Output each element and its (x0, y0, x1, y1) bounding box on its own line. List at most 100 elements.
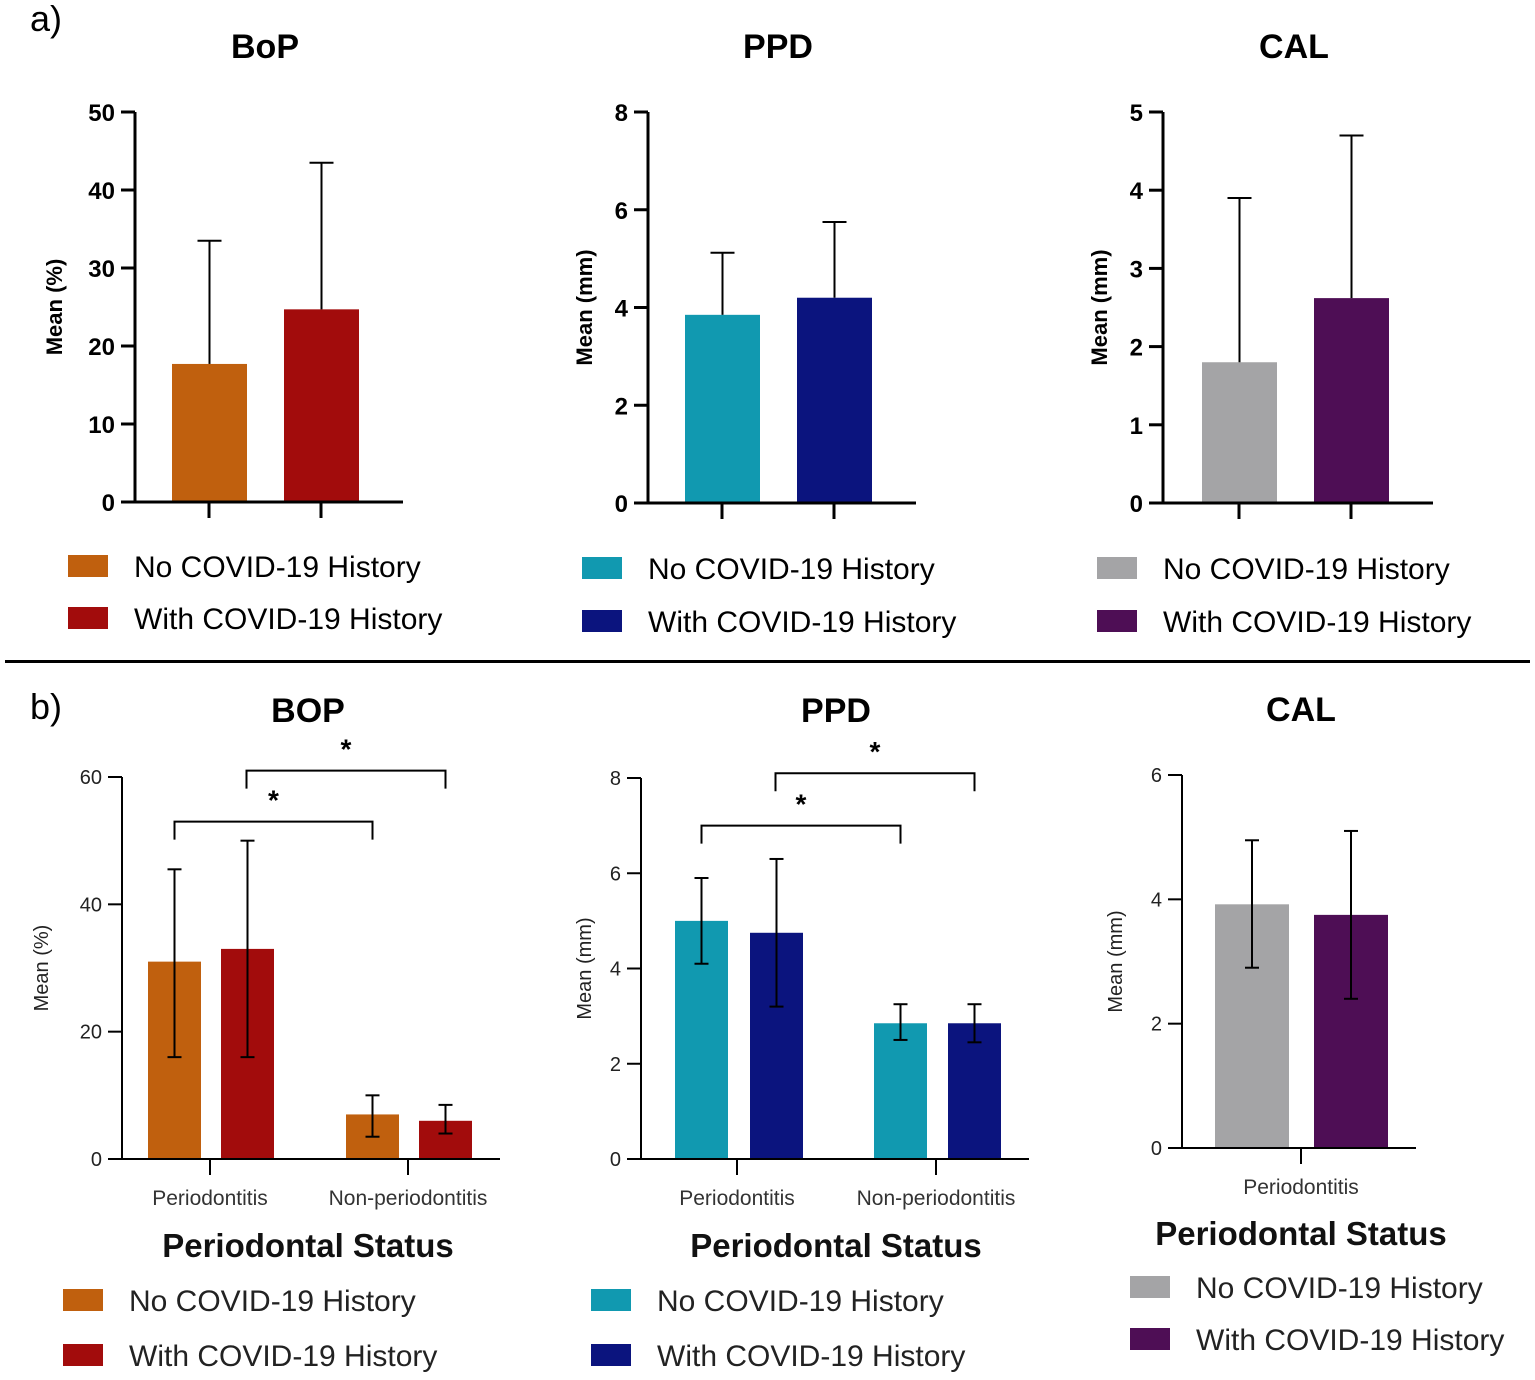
legend-swatch (63, 1289, 103, 1311)
legend-label: With COVID-19 History (1163, 606, 1471, 639)
y-tick-label: 0 (610, 1149, 621, 1171)
significance-bracket (245, 769, 447, 789)
legend-swatch (582, 610, 622, 632)
y-tick-label: 4 (1130, 178, 1144, 205)
y-tick-label: 60 (80, 767, 102, 789)
y-tick-label: 4 (1151, 889, 1162, 911)
bar (685, 314, 760, 503)
legend-label: No COVID-19 History (134, 551, 421, 584)
x-tick-label: Periodontitis (1243, 1176, 1359, 1199)
y-axis-label: Mean (%) (42, 259, 67, 356)
y-tick-label: 0 (615, 491, 628, 518)
x-tick-label: Periodontitis (152, 1187, 268, 1210)
y-tick-label: 40 (80, 894, 102, 916)
significance-marker: * (268, 785, 279, 816)
legend-swatch (68, 607, 108, 629)
legend-swatch (1130, 1276, 1170, 1298)
y-axis-label: Mean (mm) (1105, 910, 1127, 1012)
y-tick-label: 4 (615, 296, 629, 323)
chart-a-ppd: PPD Mean (mm) 0 2 4 6 8 No COVID-19 History With… (572, 28, 956, 639)
chart-title: BOP (271, 692, 345, 730)
y-tick-label: 5 (1130, 100, 1143, 127)
y-axis-label: Mean (mm) (574, 917, 596, 1019)
legend-swatch (63, 1344, 103, 1366)
chart-b-cal: CAL Mean (mm) 0 2 4 6 Periodontitis Periodontal… (1105, 691, 1504, 1357)
y-tick-label: 50 (88, 100, 115, 127)
legend-label: No COVID-19 History (129, 1285, 416, 1318)
bar (948, 1023, 1001, 1159)
significance-marker: * (341, 734, 352, 765)
y-axis-label: Mean (mm) (572, 249, 597, 365)
x-axis-label: Periodontal Status (1155, 1215, 1447, 1252)
panel-label-a: a) (30, 0, 63, 39)
significance-bracket (173, 820, 374, 840)
x-tick-label: Non-periodontitis (329, 1187, 488, 1210)
panel-label-b: b) (30, 686, 63, 727)
y-tick-label: 0 (1151, 1138, 1162, 1160)
y-tick-label: 0 (1130, 491, 1143, 518)
y-tick-label: 2 (615, 393, 628, 420)
legend-label: No COVID-19 History (1196, 1272, 1483, 1305)
bar (1314, 298, 1389, 503)
legend-label: With COVID-19 History (657, 1340, 965, 1373)
y-tick-label: 2 (1151, 1014, 1162, 1036)
bar (874, 1023, 927, 1159)
chart-title: CAL (1266, 691, 1336, 729)
y-tick-label: 2 (1130, 335, 1143, 362)
chart-title: PPD (801, 692, 871, 730)
y-axis-label: Mean (mm) (1087, 249, 1112, 365)
bar (1202, 362, 1277, 503)
x-tick-label: Periodontitis (679, 1187, 795, 1210)
y-tick-label: 3 (1130, 256, 1143, 283)
significance-marker: * (870, 736, 881, 767)
bar (797, 297, 872, 503)
legend-swatch (1130, 1328, 1170, 1350)
y-tick-label: 4 (610, 959, 621, 981)
y-tick-label: 2 (610, 1054, 621, 1076)
legend-label: With COVID-19 History (134, 603, 442, 636)
y-tick-label: 20 (88, 334, 115, 361)
y-axis-label: Mean (%) (31, 925, 53, 1012)
legend-label: With COVID-19 History (648, 606, 956, 639)
y-tick-label: 1 (1130, 413, 1143, 440)
legend-swatch (1097, 610, 1137, 632)
chart-title: BoP (231, 28, 299, 66)
significance-bracket (700, 824, 902, 844)
significance-marker: * (796, 789, 807, 820)
chart-title: CAL (1259, 28, 1329, 66)
x-axis-label: Periodontal Status (162, 1227, 454, 1264)
chart-b-bop: BOP Mean (%) 0 20 40 60 Periodontitis Non-perio… (31, 692, 500, 1373)
chart-b-ppd: PPD Mean (mm) 0 2 4 6 8 Periodontitis Non-period… (574, 692, 1029, 1373)
y-tick-label: 6 (615, 198, 628, 225)
y-tick-label: 10 (88, 412, 115, 439)
legend-label: No COVID-19 History (657, 1285, 944, 1318)
y-tick-label: 0 (102, 490, 115, 517)
bar (284, 309, 359, 502)
legend-label: No COVID-19 History (1163, 553, 1450, 586)
bar (172, 363, 247, 502)
legend-swatch (1097, 557, 1137, 579)
chart-title: PPD (743, 28, 813, 66)
y-tick-label: 30 (88, 256, 115, 283)
legend-label: No COVID-19 History (648, 553, 935, 586)
y-tick-label: 8 (610, 768, 621, 790)
legend-swatch (591, 1344, 631, 1366)
legend-label: With COVID-19 History (1196, 1324, 1504, 1357)
significance-bracket (774, 772, 976, 792)
legend-swatch (582, 557, 622, 579)
y-tick-label: 0 (91, 1149, 102, 1171)
chart-a-bop: BoP Mean (%) 0 10 20 30 40 50 No COVID-19 Histor… (42, 28, 442, 636)
chart-a-cal: CAL Mean (mm) 0 1 2 3 4 5 No COVID-19 History Wit… (1087, 28, 1471, 639)
y-tick-label: 20 (80, 1022, 102, 1044)
legend-swatch (591, 1289, 631, 1311)
x-axis-label: Periodontal Status (690, 1227, 982, 1264)
panel-divider (5, 660, 1530, 663)
legend-swatch (68, 555, 108, 577)
y-tick-label: 6 (610, 863, 621, 885)
legend-label: With COVID-19 History (129, 1340, 437, 1373)
x-tick-label: Non-periodontitis (857, 1187, 1016, 1210)
y-tick-label: 40 (88, 178, 115, 205)
y-tick-label: 6 (1151, 765, 1162, 787)
y-tick-label: 8 (615, 100, 628, 127)
